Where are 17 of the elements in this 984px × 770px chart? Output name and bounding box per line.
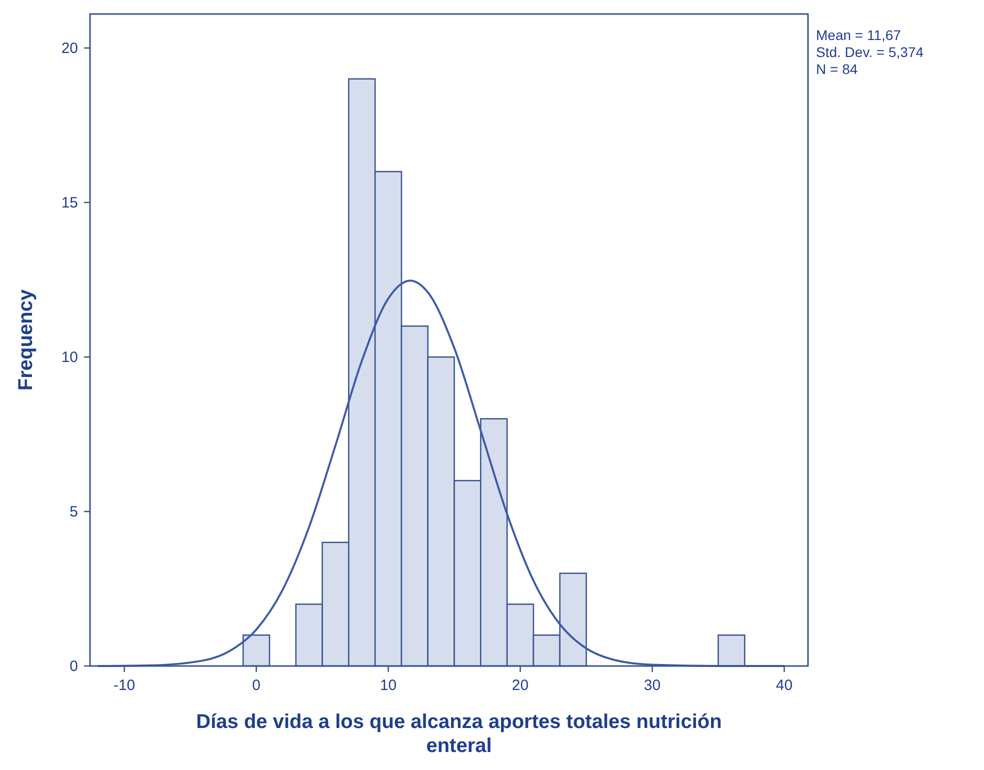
line-series [96,280,786,667]
x-tick-label: 20 [512,677,529,694]
text: Std. Dev. = 5,374 [816,44,924,60]
x-tick-label: 30 [644,677,661,694]
x-axis-title: Días de vida a los que alcanza aportes totales nutrición enteral [196,711,722,757]
x-tick-label: -10 [113,677,136,694]
y-axis-title: Frequency [15,288,37,391]
y-tick-label: 10 [61,348,78,366]
y-tick-label: 20 [61,40,78,57]
x-tick-label: 40 [776,677,793,694]
x-tick-label: 10 [380,677,397,694]
y-tick-label: 15 [61,194,78,212]
y-tick-label: 0 [70,658,78,675]
x-tick-label: 0 [252,677,260,694]
text: N = 84 [816,61,858,77]
text: Mean = 11,67 [816,27,902,43]
y-tick-label: 5 [70,504,78,520]
